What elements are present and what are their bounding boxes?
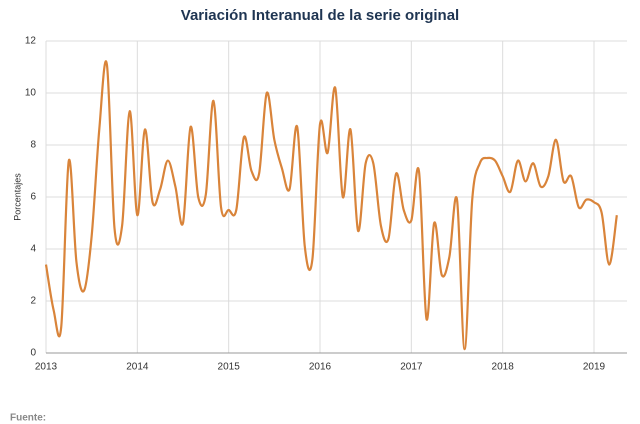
x-tick-label: 2013 — [35, 362, 58, 373]
y-tick-label: 8 — [30, 140, 36, 151]
y-tick-label: 12 — [25, 36, 37, 47]
x-tick-label: 2015 — [218, 362, 241, 373]
x-tick-label: 2019 — [583, 362, 606, 373]
y-tick-label: 4 — [30, 244, 36, 255]
source: Fuente: — [10, 413, 46, 424]
y-tick-label: 6 — [30, 192, 36, 203]
y-tick-label: 2 — [30, 296, 36, 307]
x-tick-label: 2014 — [126, 362, 149, 373]
series-line — [44, 60, 618, 351]
chart-title: Variación Interanual de la serie origina… — [181, 7, 459, 24]
y-tick-label: 0 — [30, 348, 36, 359]
y-axis-label: Porcentajes — [12, 173, 22, 221]
y-tick-label: 10 — [25, 88, 37, 99]
x-tick-label: 2018 — [492, 362, 515, 373]
x-tick-label: 2016 — [309, 362, 332, 373]
x-tick-label: 2017 — [400, 362, 423, 373]
